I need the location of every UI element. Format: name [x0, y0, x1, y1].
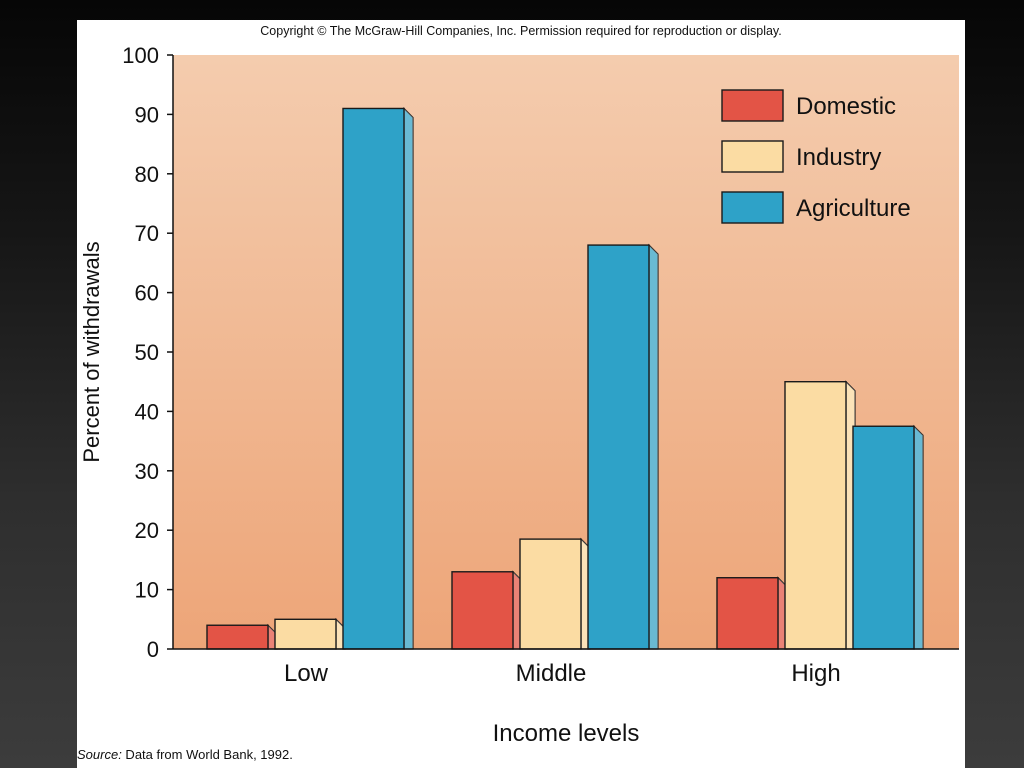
y-tick-label: 20 — [135, 518, 159, 543]
legend-label: Agriculture — [796, 195, 911, 222]
bar-front-face — [587, 244, 650, 650]
source-text: Data from World Bank, 1992. — [121, 747, 293, 762]
legend-item-industry: Industry — [721, 140, 881, 173]
bar-side-shade — [914, 426, 923, 649]
legend-swatch — [721, 191, 784, 224]
bar-industry-high — [784, 380, 856, 650]
legend-swatch — [721, 89, 784, 122]
x-tick-label-low: Low — [284, 660, 329, 687]
axes-layer: 0 10 20 30 40 50 60 70 80 90 100 Low Middle High — [122, 43, 959, 687]
y-tick-label: 30 — [135, 459, 159, 484]
source-note: Source: Data from World Bank, 1992. — [77, 747, 293, 762]
slide: Copyright © The McGraw-Hill Companies, I… — [77, 20, 965, 768]
y-tick-label: 90 — [135, 102, 159, 127]
bar-front-face — [852, 425, 915, 650]
legend-item-agriculture: Agriculture — [721, 191, 911, 224]
bar-industry-low — [274, 617, 346, 650]
copyright-notice: Copyright © The McGraw-Hill Companies, I… — [260, 24, 782, 38]
y-axis-label: Percent of withdrawals — [79, 241, 104, 462]
legend-label: Industry — [796, 144, 881, 171]
bar-domestic-middle — [451, 570, 523, 650]
bar-front-face — [451, 571, 514, 650]
bar-agriculture-high — [852, 424, 924, 650]
legend-item-domestic: Domestic — [721, 89, 896, 122]
bar-front-face — [784, 381, 847, 650]
x-tick-label-high: High — [791, 660, 840, 687]
y-tick-label: 0 — [147, 637, 159, 662]
y-tick-label: 50 — [135, 340, 159, 365]
x-axis-label: Income levels — [493, 720, 640, 747]
bar-industry-middle — [519, 537, 591, 650]
bar-front-face — [716, 577, 779, 650]
legend-label: Domestic — [796, 93, 896, 120]
legend-swatch — [721, 140, 784, 173]
bar-agriculture-low — [342, 107, 414, 650]
bar-domestic-low — [206, 623, 278, 650]
bar-front-face — [342, 107, 405, 650]
bar-side-shade — [404, 108, 413, 649]
source-label: Source: — [77, 747, 122, 762]
bar-front-face — [206, 624, 269, 650]
y-tick-label: 60 — [135, 281, 159, 306]
bar-front-face — [519, 538, 582, 650]
bar-front-face — [274, 618, 337, 650]
y-tick-label: 70 — [135, 221, 159, 246]
y-tick-label: 80 — [135, 162, 159, 187]
y-tick-label: 10 — [135, 578, 159, 603]
legend: Domestic Industry Agriculture — [721, 89, 911, 224]
bar-agriculture-middle — [587, 243, 659, 650]
y-tick-label: 100 — [122, 43, 159, 68]
bars-layer — [206, 107, 924, 650]
bar-side-shade — [649, 245, 658, 649]
bar-chart: 0 10 20 30 40 50 60 70 80 90 100 Low Middle High Dome… — [79, 43, 959, 747]
bar-domestic-high — [716, 576, 788, 650]
x-tick-label-middle: Middle — [516, 660, 587, 687]
y-tick-label: 40 — [135, 399, 159, 424]
